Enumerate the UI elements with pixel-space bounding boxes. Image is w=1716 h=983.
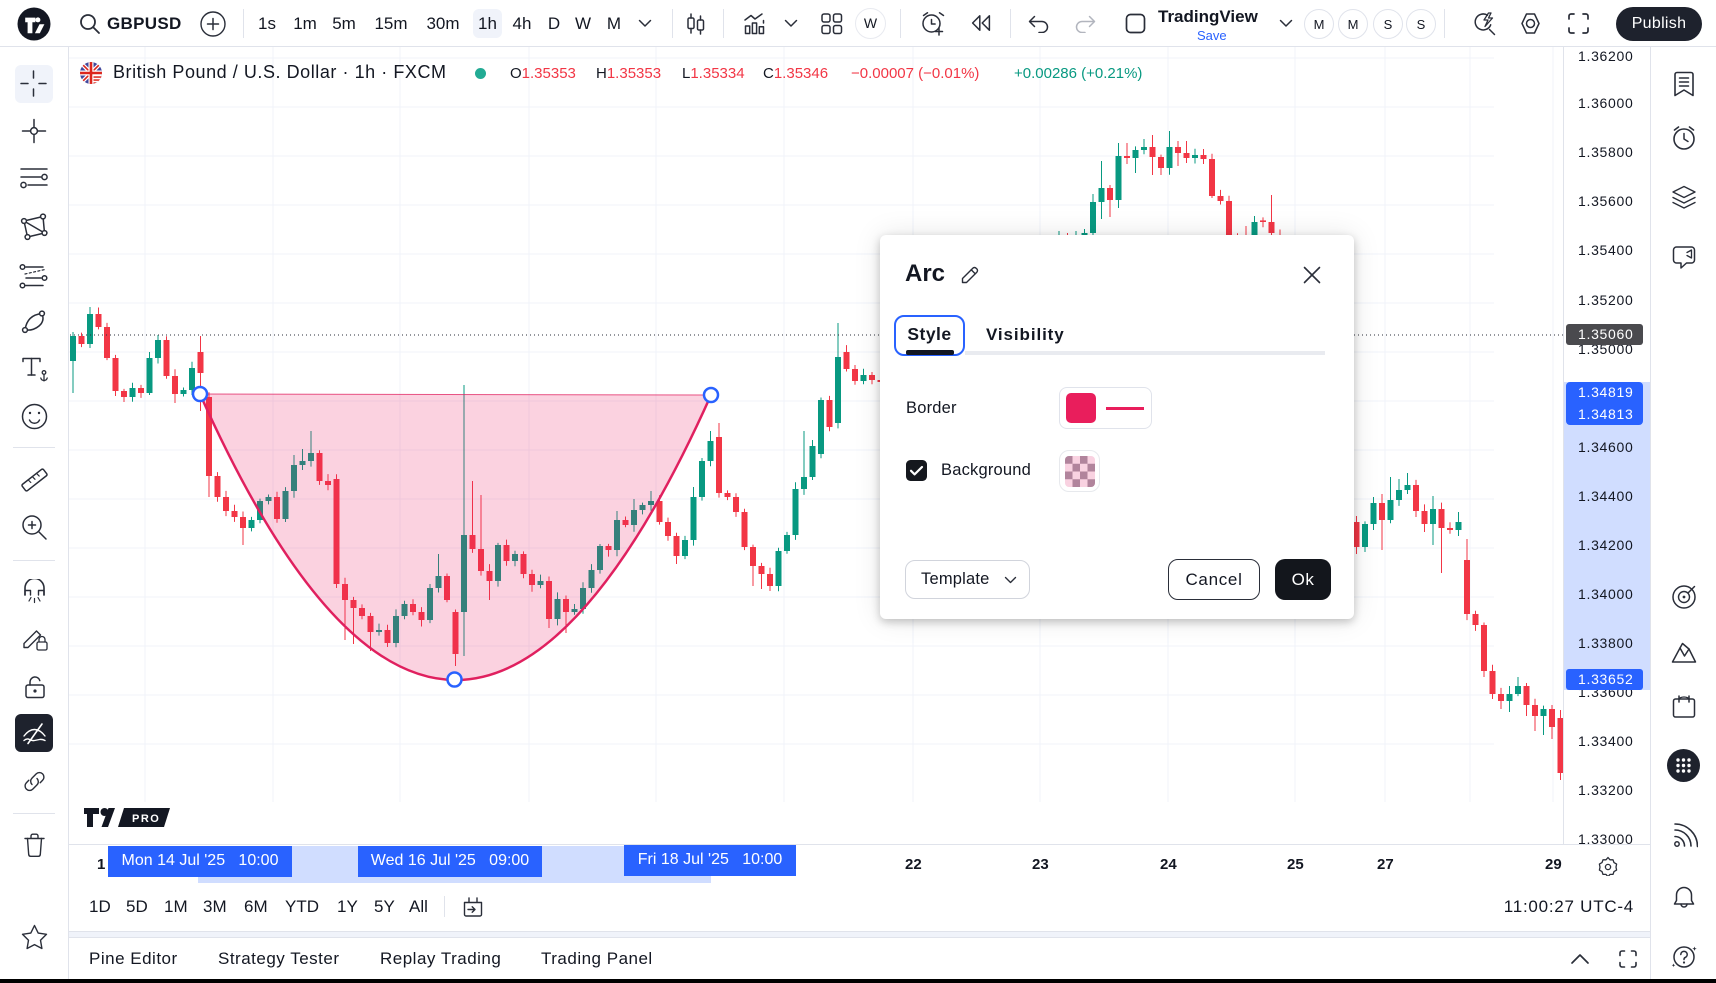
svg-text:PRO: PRO bbox=[132, 813, 160, 825]
